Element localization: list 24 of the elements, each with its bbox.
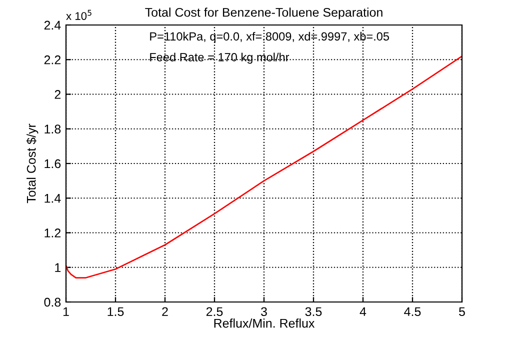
x-tick-label: 3.5 bbox=[305, 307, 322, 316]
x-tick-label: 2.5 bbox=[206, 307, 223, 316]
y-tick-label: 1 bbox=[55, 263, 61, 272]
chart-title: Total Cost for Benzene-Toluene Separation bbox=[145, 8, 382, 20]
y-tick-label: 1.4 bbox=[44, 194, 61, 203]
x-axis-title: Reflux/Min. Reflux bbox=[214, 318, 315, 328]
annotation: Feed Rate = 170 kg mol/hr bbox=[150, 52, 290, 64]
y-tick-label: 2.4 bbox=[44, 20, 61, 30]
x-tick-label: 5 bbox=[459, 307, 465, 316]
y-tick-label: 2 bbox=[54, 90, 61, 99]
x-tick-label: 4 bbox=[360, 307, 366, 316]
y-tick-label: 2.2 bbox=[44, 55, 61, 64]
y-tick-label: 1.2 bbox=[44, 228, 61, 238]
x-tick-label: 3 bbox=[261, 307, 267, 316]
text: x 10$^{5}$ bbox=[66, 10, 92, 20]
y-tick-label: 0.8 bbox=[44, 298, 61, 307]
x-tick-label: 2 bbox=[162, 307, 168, 316]
x-tick-label: 4.5 bbox=[404, 307, 421, 316]
y-tick-label: 1.8 bbox=[44, 124, 61, 134]
y-tick-label: 1.6 bbox=[44, 159, 61, 168]
x-tick-label: 1.5 bbox=[108, 307, 124, 316]
annotation: P=110kPa, q=0.0, xf=.8009, xd=.9997, xb=.05 bbox=[150, 32, 390, 43]
x-tick-label: 1 bbox=[63, 307, 69, 316]
y-axis-title: Total Cost $/yr bbox=[26, 124, 38, 204]
